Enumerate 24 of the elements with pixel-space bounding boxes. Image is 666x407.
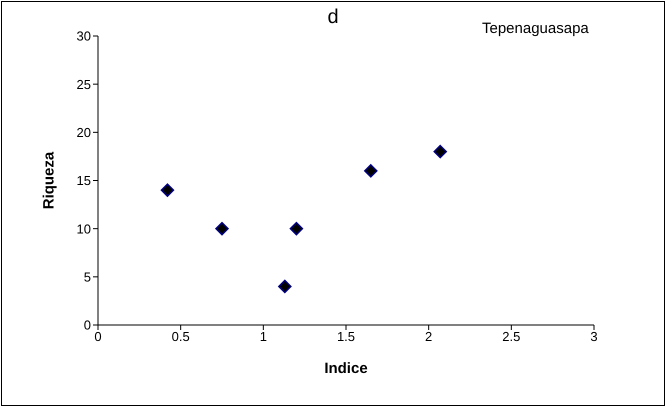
x-tick-label: 3: [590, 329, 598, 344]
y-tick-label: 15: [76, 173, 91, 188]
point: [160, 183, 174, 197]
x-tick-label: 0.5: [172, 329, 190, 344]
point: [433, 144, 447, 158]
y-tick-label: 30: [76, 28, 91, 44]
x-tick-label: 1: [260, 329, 267, 344]
y-tick-label: 5: [84, 269, 91, 284]
point: [364, 164, 378, 178]
point: [215, 222, 229, 236]
y-tick-label: 0: [84, 318, 91, 333]
annotation: Tepenaguasapa: [482, 20, 589, 37]
x-axis-title: Indice: [324, 360, 368, 377]
chart-title: d: [327, 6, 339, 28]
x-tick-label: 2.5: [502, 329, 520, 344]
y-axis-title: Riqueza: [40, 151, 58, 210]
y-tick-label: 10: [76, 221, 91, 236]
y-tick-label: 20: [76, 124, 91, 140]
x-tick-label: 2: [425, 329, 432, 344]
x-tick-label: 0: [94, 329, 102, 344]
y-tick-label: 25: [76, 76, 91, 92]
point: [290, 222, 304, 236]
point: [278, 280, 292, 294]
x-tick-label: 1.5: [336, 329, 356, 344]
